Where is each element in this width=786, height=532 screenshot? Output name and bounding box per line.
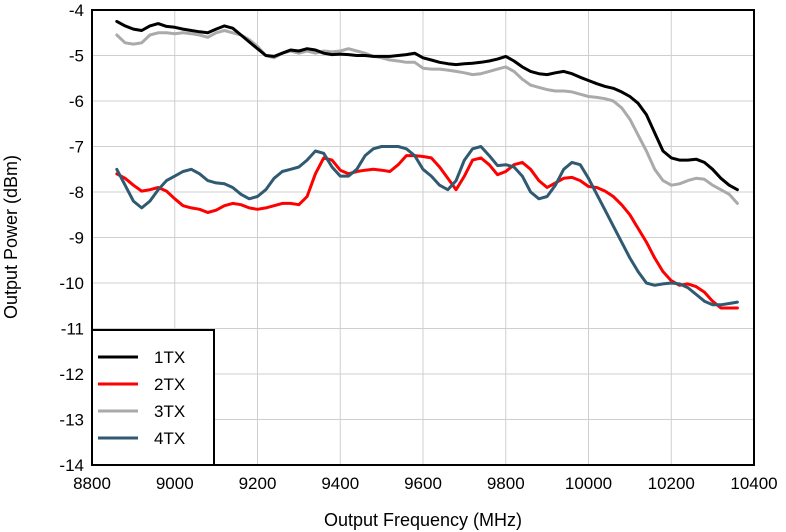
y-tick-label: -8 [69, 183, 84, 202]
x-tick-label: 8800 [73, 474, 111, 493]
x-tick-label: 9000 [156, 474, 194, 493]
series-line-2tx [115, 154, 739, 310]
x-tick-labels: 8800 9000 9200 9400 9600 9800 10000 10200 10400 [73, 474, 778, 493]
x-tick-label: 9600 [404, 474, 442, 493]
legend: 1TX 2TX 3TX 4TX [91, 329, 215, 466]
x-tick-label: 10000 [565, 474, 612, 493]
legend-box [91, 329, 215, 466]
series-line-3tx [115, 29, 739, 205]
legend-label-2tx: 2TX [154, 375, 185, 394]
y-axis-title: Output Power (dBm) [1, 155, 21, 319]
y-tick-label: -4 [69, 1, 84, 20]
legend-label-1tx: 1TX [154, 348, 185, 367]
x-tick-label: 10400 [730, 474, 777, 493]
plot-frame [91, 9, 755, 466]
series-line-1tx [115, 19, 739, 192]
series-lines [115, 19, 739, 310]
x-tick-label: 9400 [321, 474, 359, 493]
y-tick-labels: -4 -5 -6 -7 -8 -9 -10 -11 -12 -13 -14 [59, 1, 84, 475]
y-tick-label: -7 [69, 138, 84, 157]
y-tick-label: -5 [69, 47, 84, 66]
y-tick-label: -6 [69, 92, 84, 111]
legend-label-4tx: 4TX [154, 429, 185, 448]
x-tick-label: 9800 [487, 474, 525, 493]
legend-label-3tx: 3TX [154, 402, 185, 421]
x-tick-label: 10200 [648, 474, 695, 493]
series-line-4tx [115, 145, 739, 307]
y-tick-label: -11 [61, 320, 84, 339]
y-tick-label: -10 [59, 274, 84, 293]
x-axis-title: Output Frequency (MHz) [324, 510, 522, 530]
y-tick-label: -9 [69, 229, 84, 248]
y-tick-label: -13 [59, 411, 84, 430]
y-tick-label: -12 [59, 365, 84, 384]
legend-items: 1TX 2TX 3TX 4TX [98, 348, 185, 448]
x-tick-label: 9200 [239, 474, 277, 493]
y-tick-label: -14 [59, 456, 84, 475]
